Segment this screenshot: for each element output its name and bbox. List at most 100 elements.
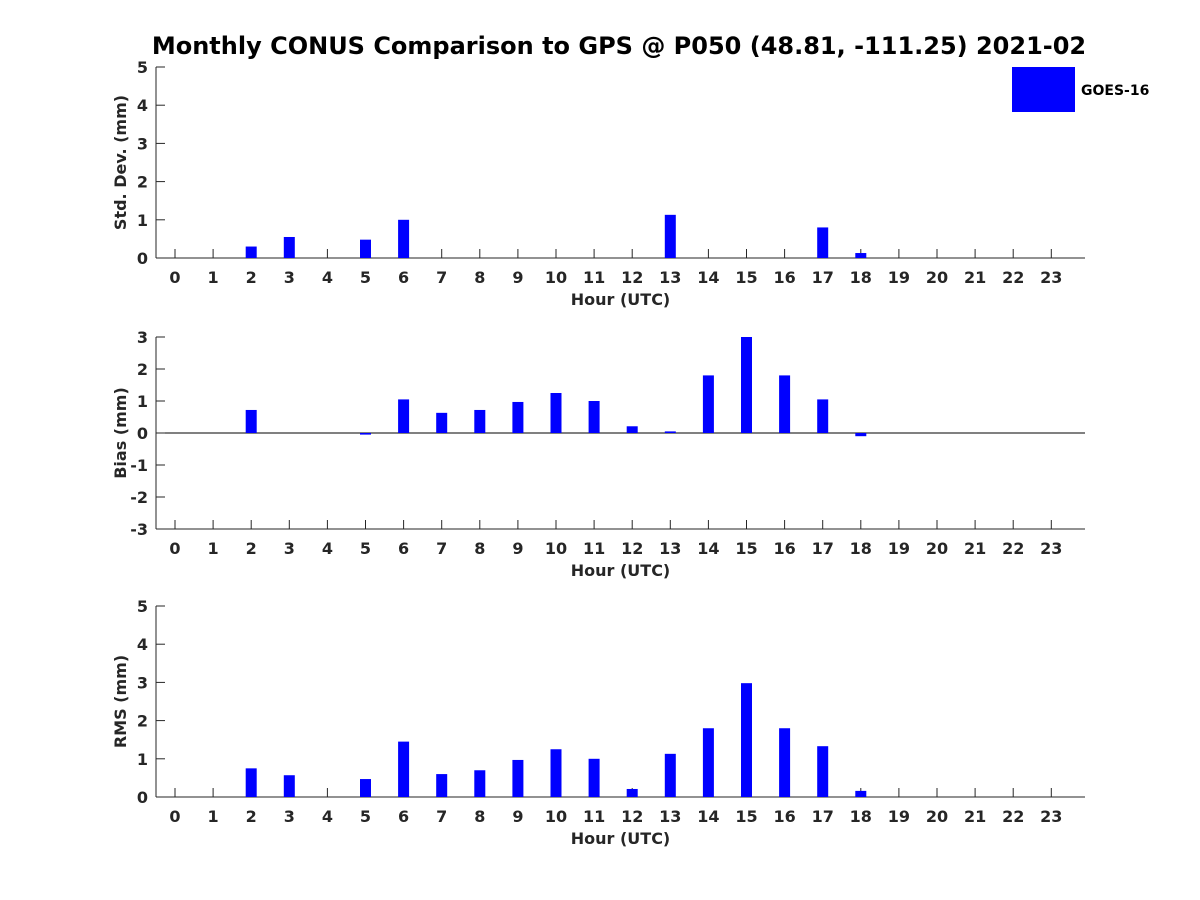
bar-hour-17: [817, 227, 829, 258]
bar-hour-7: [436, 412, 448, 433]
x-axis-label: Hour (UTC): [571, 290, 671, 309]
legend-label: GOES-16: [1081, 83, 1149, 99]
bar-hour-17: [817, 399, 829, 433]
bar-hour-11: [588, 758, 600, 797]
legend: GOES-16: [1012, 67, 1149, 112]
x-tick-label: 18: [850, 807, 872, 826]
x-tick-label: 13: [659, 268, 681, 287]
x-tick-label: 4: [322, 268, 333, 287]
x-tick-label: 11: [583, 807, 605, 826]
x-tick-label: 2: [246, 268, 257, 287]
bar-hour-13: [664, 431, 676, 433]
bar-hour-6: [398, 741, 410, 797]
x-tick-label: 9: [512, 268, 523, 287]
y-tick-label: -1: [130, 456, 148, 475]
bar-hour-10: [550, 393, 562, 433]
y-tick-label: 3: [137, 134, 148, 153]
y-tick-label: 0: [137, 249, 148, 268]
bar-hour-7: [436, 774, 448, 797]
y-axis-label: Bias (mm): [111, 387, 130, 479]
legend-swatch: [1012, 67, 1075, 112]
x-tick-label: 14: [697, 268, 719, 287]
bar-hour-13: [664, 214, 676, 258]
bar-hour-9: [512, 759, 524, 797]
bar-hour-6: [398, 219, 410, 258]
y-tick-label: -2: [130, 488, 148, 507]
y-tick-label: 2: [137, 173, 148, 192]
bar-hour-2: [245, 768, 257, 797]
x-tick-label: 12: [621, 268, 643, 287]
x-tick-label: 10: [545, 539, 567, 558]
x-tick-label: 15: [735, 539, 757, 558]
x-tick-label: 22: [1002, 539, 1024, 558]
y-tick-label: 3: [137, 328, 148, 347]
x-tick-label: 0: [169, 539, 180, 558]
x-tick-label: 2: [246, 807, 257, 826]
x-tick-label: 0: [169, 807, 180, 826]
y-tick-label: 5: [137, 597, 148, 616]
bar-hour-14: [702, 728, 714, 797]
x-tick-label: 1: [208, 807, 219, 826]
x-tick-label: 5: [360, 268, 371, 287]
x-tick-label: 4: [322, 539, 333, 558]
y-axis-label: Std. Dev. (mm): [111, 95, 130, 230]
x-tick-label: 20: [926, 268, 948, 287]
x-tick-label: 16: [773, 268, 795, 287]
y-tick-label: -3: [130, 520, 148, 539]
x-tick-label: 17: [812, 539, 834, 558]
x-tick-label: 17: [812, 268, 834, 287]
bar-hour-16: [779, 375, 791, 433]
bar-hour-18: [855, 253, 867, 258]
bar-hour-8: [474, 770, 486, 797]
x-tick-label: 20: [926, 807, 948, 826]
x-tick-label: 6: [398, 539, 409, 558]
x-tick-label: 13: [659, 539, 681, 558]
bar-hour-15: [741, 683, 752, 797]
bar-hour-5: [360, 433, 371, 435]
x-tick-label: 19: [888, 539, 910, 558]
bar-hour-14: [702, 375, 714, 433]
x-tick-label: 16: [773, 807, 795, 826]
x-tick-label: 7: [436, 539, 447, 558]
x-tick-label: 3: [284, 807, 295, 826]
x-tick-label: 9: [512, 539, 523, 558]
x-axis-label: Hour (UTC): [571, 829, 671, 848]
x-tick-label: 14: [697, 807, 719, 826]
bar-hour-8: [474, 409, 486, 433]
x-tick-label: 1: [208, 539, 219, 558]
x-tick-label: 10: [545, 807, 567, 826]
bar-hour-5: [360, 239, 371, 258]
y-tick-label: 1: [137, 392, 148, 411]
x-tick-label: 3: [284, 268, 295, 287]
x-tick-label: 8: [474, 807, 485, 826]
y-tick-label: 4: [137, 635, 148, 654]
x-tick-label: 19: [888, 807, 910, 826]
x-tick-label: 21: [964, 539, 986, 558]
x-tick-label: 11: [583, 268, 605, 287]
x-tick-label: 7: [436, 807, 447, 826]
y-tick-label: 3: [137, 673, 148, 692]
y-tick-label: 0: [137, 424, 148, 443]
chart-title: Monthly CONUS Comparison to GPS @ P050 (…: [152, 32, 1086, 60]
bar-hour-3: [283, 775, 295, 797]
x-tick-label: 8: [474, 539, 485, 558]
y-tick-label: 2: [137, 360, 148, 379]
x-tick-label: 6: [398, 268, 409, 287]
bar-hour-17: [817, 746, 829, 797]
x-tick-label: 4: [322, 807, 333, 826]
x-tick-label: 5: [360, 539, 371, 558]
x-tick-label: 15: [735, 807, 757, 826]
x-tick-label: 21: [964, 268, 986, 287]
y-tick-label: 1: [137, 750, 148, 769]
x-tick-label: 23: [1040, 539, 1062, 558]
bar-hour-13: [664, 753, 676, 797]
x-axis-label: Hour (UTC): [571, 561, 671, 580]
bar-hour-12: [626, 788, 638, 797]
y-tick-label: 5: [137, 58, 148, 77]
x-tick-label: 7: [436, 268, 447, 287]
